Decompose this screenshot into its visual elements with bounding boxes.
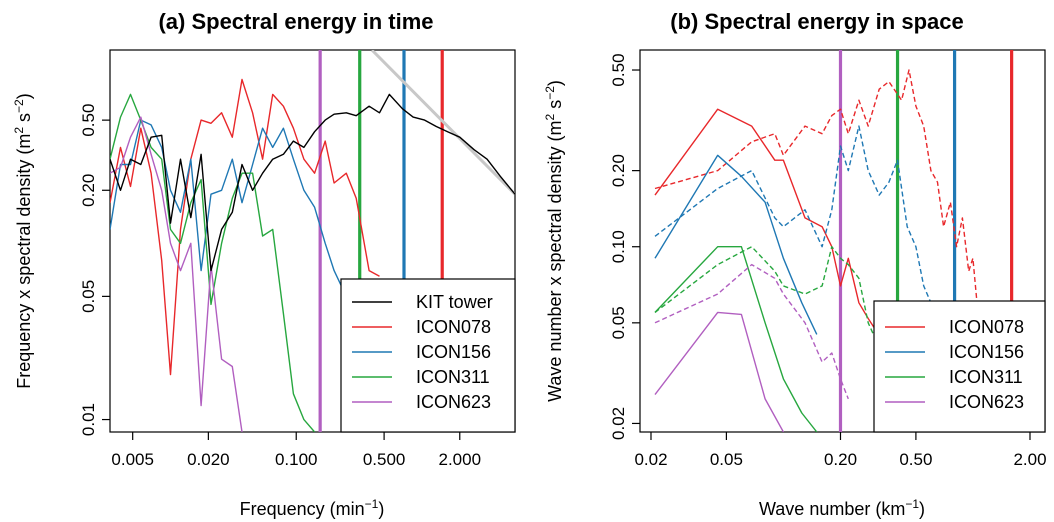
x-tick-label: 0.20 [824,450,857,469]
panel-space: (b) Spectral energy in space 0.02 0.05 0.2… [543,9,1047,519]
panel-b-title: (b) Spectral energy in space [670,9,963,34]
panel-b-x-axis-label: Wave number (km−1) [759,497,925,519]
x-tick-label: 0.02 [634,450,667,469]
panel-time: (a) Spectral energy in time 0.005 0.020 0.… [12,9,516,519]
legend-label-icon623: ICON623 [949,392,1024,412]
series-icon623-dashed [654,263,849,400]
legend-label-icon623: ICON623 [416,392,491,412]
reference-slope-line [370,50,515,196]
legend-label-icon311: ICON311 [949,367,1023,387]
panel-b-legend: ICON078 ICON156 ICON311 ICON623 [873,300,1046,433]
y-tick-label: 0.20 [79,174,98,207]
series-icon078-solid [110,78,380,376]
y-tick-label: 0.05 [79,280,98,313]
series-icon078-dashed [654,69,983,313]
series-icon156-solid [654,154,818,335]
panel-b-y-ticks: 0.02 0.05 0.10 0.20 0.50 [609,53,640,440]
legend-label-icon311: ICON311 [416,367,490,387]
series-icon311-dashed [654,245,890,363]
panel-b-x-ticks: 0.02 0.05 0.20 0.50 2.00 [634,432,1047,469]
y-tick-label: 0.10 [609,230,628,263]
panel-a-y-axis-label: Frequency x spectral density (m2 s−2) [12,93,34,388]
panel-a-y-ticks: 0.01 0.05 0.20 0.50 [79,104,110,436]
panel-a-x-axis-label: Frequency (min−1) [240,497,385,519]
y-tick-label: 0.20 [609,154,628,187]
y-tick-label: 0.50 [609,53,628,86]
panel-b-y-axis-label: Wave number x spectral density (m2 s−2) [543,80,565,402]
panel-a-reference-line [370,50,515,196]
panel-b-frame [639,49,1046,433]
series-icon156-solid [110,119,357,305]
panel-b-legend-items: ICON078 ICON156 ICON311 ICON623 [885,317,1024,412]
series-icon623-solid [654,311,785,432]
panel-b-legend-box [873,300,1046,433]
y-tick-label: 0.05 [609,306,628,339]
x-tick-label: 0.005 [111,450,154,469]
x-tick-label: 2.00 [1013,450,1046,469]
panel-a-frame [109,49,516,433]
x-tick-label: 0.05 [710,450,743,469]
series-icon623-solid [110,116,243,432]
x-tick-label: 0.500 [363,450,406,469]
panel-a-legend-items: KIT tower ICON078 ICON156 ICON311 ICON623 [352,292,493,412]
legend-label-icon078: ICON078 [416,317,491,337]
panel-a-legend-box [340,278,516,433]
y-tick-label: 0.02 [609,407,628,440]
x-tick-label: 2.000 [439,450,482,469]
y-tick-label: 0.01 [79,403,98,436]
x-tick-label: 0.020 [187,450,230,469]
legend-label-icon078: ICON078 [949,317,1024,337]
x-tick-label: 0.100 [275,450,318,469]
panel-a-x-ticks: 0.005 0.020 0.100 0.500 2.000 [111,432,481,469]
legend-label-icon156: ICON156 [949,342,1024,362]
panel-a-series [110,78,515,432]
y-tick-label: 0.50 [79,104,98,137]
panel-b-series [654,69,983,432]
panel-a-legend: KIT tower ICON078 ICON156 ICON311 ICON623 [340,278,516,433]
series-kit-tower-solid [110,93,515,272]
series-icon311-solid [654,245,818,432]
series-icon078-solid [654,108,875,328]
series-icon156-dashed [654,125,939,313]
x-tick-label: 0.50 [899,450,932,469]
panel-a-title: (a) Spectral energy in time [158,9,433,34]
legend-label-kit-tower: KIT tower [416,292,493,312]
legend-label-icon156: ICON156 [416,342,491,362]
